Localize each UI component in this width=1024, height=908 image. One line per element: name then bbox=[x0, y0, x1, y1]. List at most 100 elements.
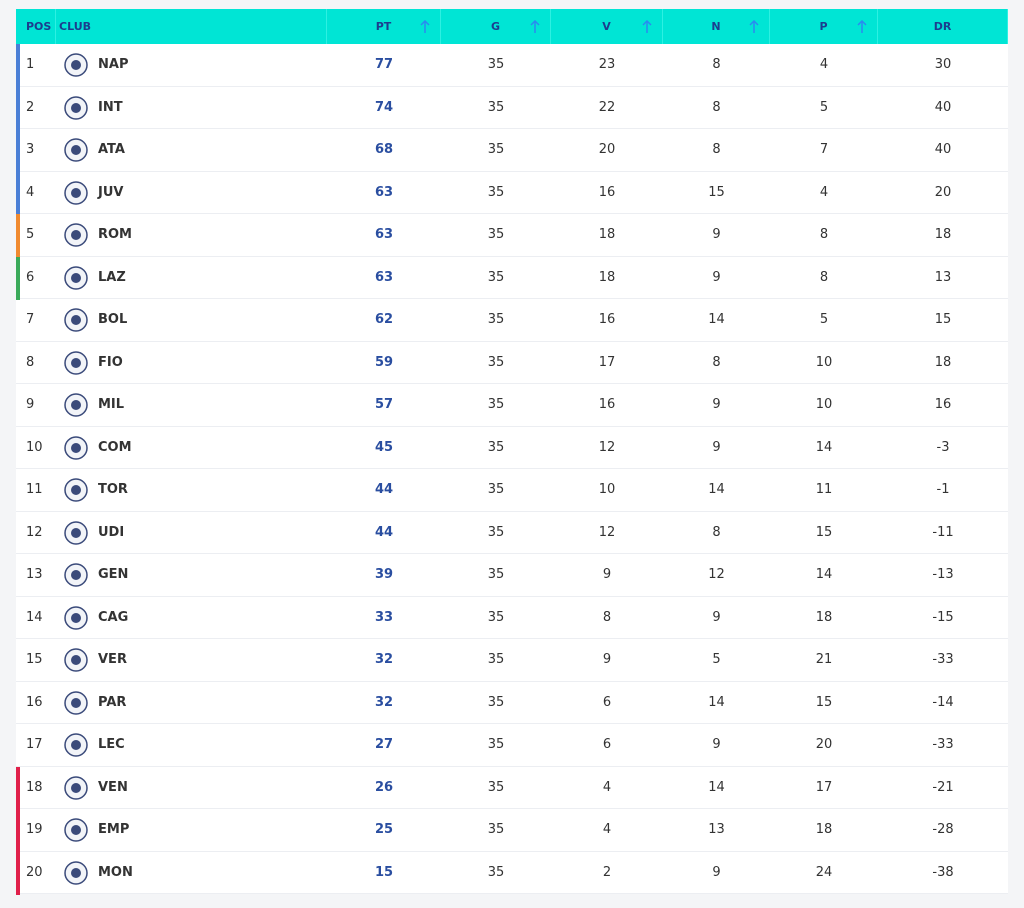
club: TOR bbox=[98, 482, 128, 497]
goal-difference: -1 bbox=[936, 482, 950, 497]
club: LAZ bbox=[98, 269, 126, 285]
games: 35 bbox=[487, 397, 505, 412]
wins: 12 bbox=[598, 439, 616, 455]
club: JUV bbox=[98, 184, 124, 200]
position: 8 bbox=[26, 354, 35, 370]
losses: 15 bbox=[815, 694, 833, 710]
draws: 14 bbox=[708, 779, 725, 795]
games: 35 bbox=[487, 822, 505, 837]
games: 35 bbox=[487, 142, 505, 157]
goal-difference: -13 bbox=[932, 567, 954, 582]
games: 35 bbox=[487, 439, 505, 455]
draws: 12 bbox=[708, 567, 725, 582]
sort-arrow[interactable] bbox=[748, 20, 760, 34]
goal-difference: -15 bbox=[932, 609, 954, 625]
sort-arrow[interactable] bbox=[856, 20, 868, 34]
draws: 15 bbox=[708, 184, 725, 200]
club-logo bbox=[64, 223, 88, 247]
club-logo bbox=[64, 180, 88, 205]
losses: 5 bbox=[819, 99, 829, 115]
games: 35 bbox=[487, 567, 505, 582]
header-label: POS bbox=[26, 20, 52, 33]
club: INT bbox=[98, 99, 123, 115]
draws: 9 bbox=[712, 397, 721, 412]
position: 7 bbox=[26, 312, 35, 327]
draws: 9 bbox=[712, 737, 721, 752]
table-row[interactable]: 6 LAZ 63 35 18 9 8 13 bbox=[16, 256, 1008, 300]
games: 35 bbox=[487, 482, 505, 497]
zone-indicator bbox=[16, 44, 20, 87]
column-header[interactable]: G bbox=[441, 9, 551, 44]
goal-difference: -3 bbox=[936, 439, 950, 455]
club: LEC bbox=[98, 737, 125, 752]
points: 63 bbox=[374, 269, 394, 285]
table-row[interactable]: 20 MON 15 35 2 9 24 -38 bbox=[16, 851, 1008, 895]
draws: 9 bbox=[712, 609, 721, 625]
losses: 11 bbox=[815, 482, 833, 497]
wins: 12 bbox=[598, 524, 616, 540]
column-header[interactable]: PT bbox=[327, 9, 441, 44]
table-row[interactable]: 14 CAG 33 35 8 9 18 -15 bbox=[16, 597, 1008, 639]
club: VER bbox=[98, 652, 127, 667]
table-row[interactable]: 19 EMP 25 35 4 13 18 -28 bbox=[16, 809, 1008, 852]
sort-arrow[interactable] bbox=[419, 20, 431, 34]
goal-difference: -14 bbox=[932, 694, 954, 710]
wins: 16 bbox=[598, 397, 616, 412]
sort-arrow[interactable] bbox=[529, 20, 541, 34]
games: 35 bbox=[487, 312, 505, 327]
points: 32 bbox=[374, 652, 394, 667]
table-row[interactable]: 4 JUV 63 35 16 15 4 20 bbox=[16, 171, 1008, 215]
table-row[interactable]: 11 TOR 44 35 10 14 11 -1 bbox=[16, 469, 1008, 512]
draws: 13 bbox=[708, 822, 725, 837]
position: 13 bbox=[26, 567, 43, 582]
position: 9 bbox=[26, 397, 35, 412]
wins: 17 bbox=[598, 354, 616, 370]
table-row[interactable]: 5 ROM 63 35 18 9 8 18 bbox=[16, 214, 1008, 257]
points: 44 bbox=[374, 482, 394, 497]
club: BOL bbox=[98, 312, 128, 327]
points: 15 bbox=[374, 864, 394, 880]
table-row[interactable]: 9 MIL 57 35 16 9 10 16 bbox=[16, 384, 1008, 427]
table-row[interactable]: 15 VER 32 35 9 5 21 -33 bbox=[16, 639, 1008, 682]
games: 35 bbox=[487, 184, 505, 200]
club: MIL bbox=[98, 397, 125, 412]
position: 12 bbox=[26, 524, 43, 540]
points: 57 bbox=[374, 397, 394, 412]
club-logo bbox=[64, 308, 88, 332]
column-header[interactable]: P bbox=[770, 9, 878, 44]
goal-difference: -28 bbox=[932, 822, 954, 837]
wins: 8 bbox=[602, 609, 612, 625]
club-logo bbox=[64, 563, 88, 587]
column-header[interactable]: N bbox=[663, 9, 770, 44]
position: 11 bbox=[26, 482, 43, 497]
column-header[interactable]: V bbox=[551, 9, 663, 44]
table-row[interactable]: 3 ATA 68 35 20 8 7 40 bbox=[16, 129, 1008, 172]
position: 3 bbox=[26, 142, 35, 157]
losses: 20 bbox=[815, 737, 833, 752]
table-row[interactable]: 13 GEN 39 35 9 12 14 -13 bbox=[16, 554, 1008, 597]
table-row[interactable]: 16 PAR 32 35 6 14 15 -14 bbox=[16, 682, 1008, 724]
header-label: V bbox=[602, 20, 611, 33]
sort-arrow[interactable] bbox=[641, 20, 653, 34]
club: VEN bbox=[98, 779, 128, 795]
club-logo bbox=[64, 648, 88, 672]
table-row[interactable]: 2 INT 74 35 22 8 5 40 bbox=[16, 86, 1008, 130]
zone-indicator bbox=[16, 851, 20, 895]
club: MON bbox=[98, 864, 133, 880]
position: 10 bbox=[26, 439, 43, 455]
wins: 9 bbox=[602, 567, 612, 582]
points: 26 bbox=[374, 779, 394, 795]
table-row[interactable]: 17 LEC 27 35 6 9 20 -33 bbox=[16, 724, 1008, 767]
draws: 14 bbox=[708, 694, 725, 710]
table-row[interactable]: 10 COM 45 35 12 9 14 -3 bbox=[16, 427, 1008, 469]
table-row[interactable]: 1 NAP 77 35 23 8 4 30 bbox=[16, 44, 1008, 87]
points: 77 bbox=[374, 57, 394, 72]
points: 45 bbox=[374, 439, 394, 455]
table-row[interactable]: 7 BOL 62 35 16 14 5 15 bbox=[16, 299, 1008, 342]
draws: 8 bbox=[712, 524, 721, 540]
table-row[interactable]: 12 UDI 44 35 12 8 15 -11 bbox=[16, 512, 1008, 554]
club-logo bbox=[64, 605, 88, 630]
table-row[interactable]: 8 FIO 59 35 17 8 10 18 bbox=[16, 342, 1008, 384]
games: 35 bbox=[487, 737, 505, 752]
table-row[interactable]: 18 VEN 26 35 4 14 17 -21 bbox=[16, 766, 1008, 810]
